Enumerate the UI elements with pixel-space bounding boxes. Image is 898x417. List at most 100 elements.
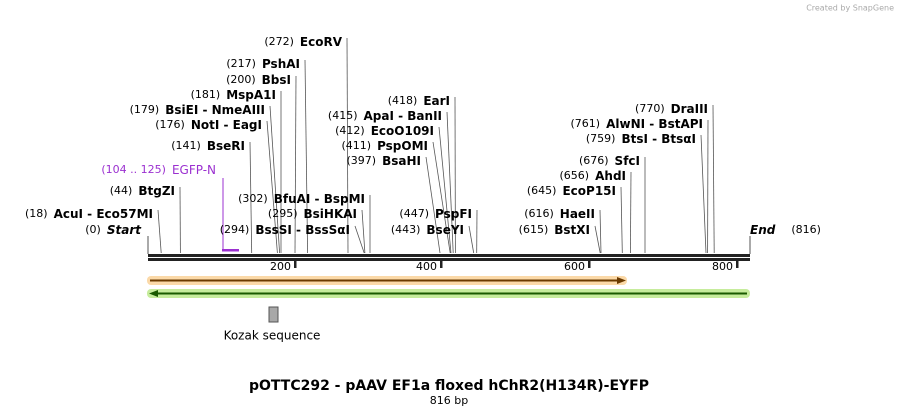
kozak-label: Kozak sequence xyxy=(224,329,321,343)
site-line xyxy=(438,126,452,254)
enzyme-name: EcoO109I xyxy=(371,124,434,138)
site-position: (412) xyxy=(335,124,365,137)
site-label: (179) BsiEI - NmeAIII xyxy=(130,103,265,117)
site-line xyxy=(269,105,280,254)
site-label: (616) HaeII xyxy=(524,207,595,221)
enzyme-name: MspA1I xyxy=(226,88,276,102)
site-line xyxy=(468,225,475,254)
site-label: (44) BtgZI xyxy=(110,184,175,198)
feature-range: (104 .. 125) xyxy=(101,163,166,176)
enzyme-name: PspFI xyxy=(435,207,472,221)
sites: (272) EcoRV (217) PshAI (200) BbsI (181) MspA1I… xyxy=(25,35,715,254)
site-label: (217) PshAI xyxy=(226,57,300,71)
enzyme-name: AcuI - Eco57MI xyxy=(54,207,153,221)
site-line xyxy=(425,156,441,254)
site-label: (294) BssSI - BssSαI xyxy=(220,223,350,237)
site-position: (443) xyxy=(391,223,421,236)
site-position: (272) xyxy=(264,35,294,48)
enzyme-name: BseYI xyxy=(426,223,464,237)
site-position: (294) xyxy=(220,223,250,236)
site-position: (616) xyxy=(524,207,554,220)
start-text: Start xyxy=(107,223,142,237)
enzyme-name: NotI - EagI xyxy=(191,118,262,132)
site-line xyxy=(446,111,454,254)
site-position: (181) xyxy=(191,88,221,101)
credit: Created by SnapGene xyxy=(806,4,894,13)
site-position: (141) xyxy=(171,139,201,152)
enzyme-name: HaeII xyxy=(560,207,595,221)
site-line xyxy=(700,134,707,254)
enzyme-name: BssSI - BssSαI xyxy=(255,223,350,237)
enzyme-name: PshAI xyxy=(262,57,300,71)
enzyme-name: BstXI xyxy=(554,223,590,237)
site-line xyxy=(630,171,632,254)
site-label: (447) PspFI xyxy=(399,207,472,221)
kozak-box xyxy=(268,306,279,323)
site-line xyxy=(157,209,162,254)
site-position: (397) xyxy=(347,154,377,167)
arrow-head xyxy=(617,277,626,284)
site-position: (44) xyxy=(110,184,133,197)
site-label: (176) NotI - EagI xyxy=(155,118,262,132)
site-label: (272) EcoRV xyxy=(264,35,342,49)
site-line xyxy=(594,225,601,254)
site-position: (770) xyxy=(635,102,665,115)
site-label: (397) BsaHI xyxy=(347,154,422,168)
enzyme-name: BtsI - BtsαI xyxy=(621,132,696,146)
site-label: (759) BtsI - BtsαI xyxy=(586,132,696,146)
site-position: (411) xyxy=(341,139,371,152)
site-position: (761) xyxy=(571,117,601,130)
site-position: (615) xyxy=(519,223,549,236)
ruler-label: 200 xyxy=(270,260,291,273)
site-position: (676) xyxy=(579,154,609,167)
enzyme-name: EcoP15I xyxy=(562,184,616,198)
site-position: (18) xyxy=(25,207,48,220)
site-label: (200) BbsI xyxy=(226,73,291,87)
enzyme-name: SfcI xyxy=(615,154,640,168)
site-position: (295) xyxy=(268,207,298,220)
feature-name: EGFP-N xyxy=(172,163,216,177)
site-label: (645) EcoP15I xyxy=(527,184,616,198)
site-label: (181) MspA1I xyxy=(191,88,276,102)
site-label: (18) AcuI - Eco57MI xyxy=(25,207,153,221)
backbone xyxy=(148,258,750,261)
site-line xyxy=(354,225,365,254)
enzyme-name: AlwNI - BstAPI xyxy=(606,117,703,131)
enzyme-name: BseRI xyxy=(207,139,245,153)
site-line xyxy=(249,141,253,254)
site-line xyxy=(599,209,602,254)
site-position: (759) xyxy=(586,132,616,145)
end-text: End xyxy=(750,223,776,237)
ruler-tick xyxy=(440,261,443,268)
ruler-label: 800 xyxy=(712,260,733,273)
start-position: (0) xyxy=(85,223,101,236)
arrow-head xyxy=(149,290,158,297)
ruler: 200 400 600 800 xyxy=(270,260,739,273)
site-label: (443) BseYI xyxy=(391,223,464,237)
backbone xyxy=(148,254,750,257)
ruler-tick xyxy=(736,261,739,268)
feature-label: (104 .. 125) EGFP-N xyxy=(101,163,216,177)
site-label: (656) AhdI xyxy=(560,169,626,183)
ruler-label: 400 xyxy=(416,260,437,273)
site-line xyxy=(266,120,278,254)
enzyme-name: PspOMI xyxy=(377,139,428,153)
site-label: (676) SfcI xyxy=(579,154,640,168)
site-label: (418) EarI xyxy=(388,94,450,108)
site-position: (302) xyxy=(238,192,268,205)
site-label: (615) BstXI xyxy=(519,223,590,237)
title: pOTTC292 - pAAV EF1a floxed hChR2(H134R)… xyxy=(249,378,649,394)
site-label: (770) DraIII xyxy=(635,102,708,116)
site-position: (217) xyxy=(226,57,256,70)
enzyme-name: BsaHI xyxy=(382,154,421,168)
end-label: End (816) xyxy=(750,223,821,237)
site-position: (176) xyxy=(155,118,185,131)
enzyme-name: ApaI - BanII xyxy=(364,109,443,123)
site-label: (761) AlwNI - BstAPI xyxy=(571,117,704,131)
site-position: (415) xyxy=(328,109,358,122)
site-position: (645) xyxy=(527,184,557,197)
end-position: (816) xyxy=(791,223,821,236)
enzyme-name: BsiEI - NmeAIII xyxy=(165,103,265,117)
site-line xyxy=(294,75,297,254)
